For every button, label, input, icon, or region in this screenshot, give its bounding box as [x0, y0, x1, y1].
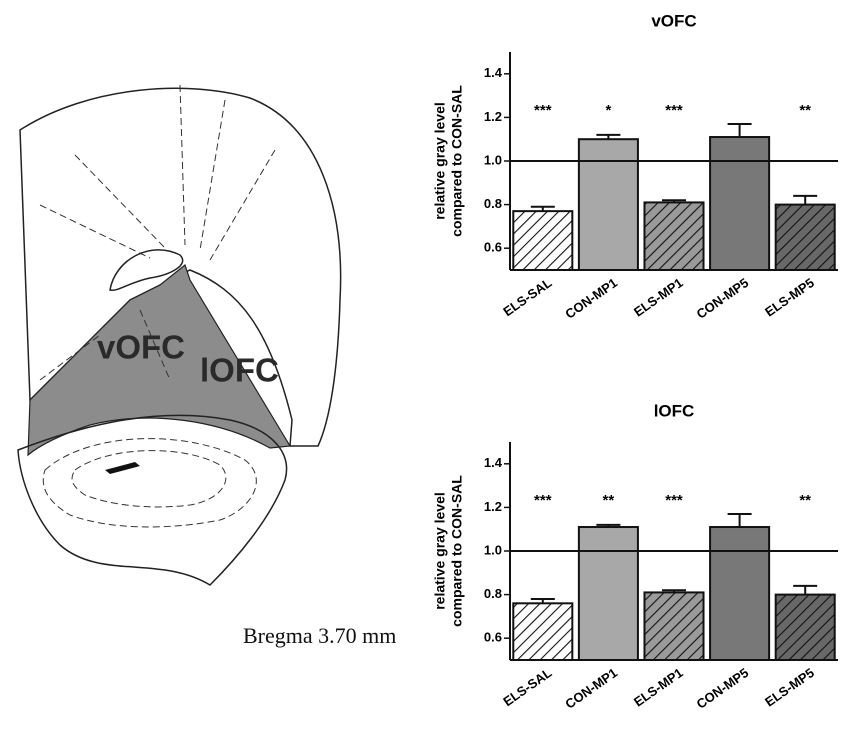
caption: Bregma 3.70 mm: [243, 623, 396, 648]
marker: [105, 462, 140, 474]
x-tick-label: ELS-MP1: [631, 275, 686, 320]
bar: [709, 526, 771, 662]
error-bar: [530, 205, 555, 212]
significance: ***: [665, 492, 683, 509]
bar: [577, 138, 639, 271]
error-bar: [727, 122, 752, 138]
significance: **: [603, 492, 615, 509]
bar: [512, 602, 574, 662]
error-bar: [793, 194, 818, 205]
x-tick-label: ELS-SAL: [500, 665, 554, 709]
x-tick-label: CON-MP1: [562, 665, 620, 712]
y-tick-label: 0.8: [484, 196, 502, 211]
bar: [512, 210, 574, 271]
significance: *: [605, 102, 611, 119]
x-tick-label: ELS-SAL: [500, 275, 554, 319]
brain-diagram: vOFC lOFC Bregma 3.70 mm: [17, 84, 396, 648]
outline: [19, 87, 342, 447]
error-bar: [530, 597, 555, 604]
bar: [577, 526, 639, 662]
y-tick-label: 0.6: [484, 630, 502, 645]
chart-title: lOFC: [654, 401, 695, 420]
ofc-region: [27, 263, 292, 457]
x-tick-label: ELS-MP1: [631, 665, 686, 710]
bar: [774, 203, 836, 272]
x-tick-label: CON-MP5: [694, 275, 752, 322]
y-axis-label: compared to CON-SAL: [449, 475, 465, 627]
error-bar: [662, 199, 686, 203]
y-axis-label: compared to CON-SAL: [449, 85, 465, 237]
bar: [643, 201, 705, 271]
y-tick-label: 1.2: [484, 499, 502, 514]
significance: ***: [534, 102, 552, 119]
y-tick-label: 1.2: [484, 109, 502, 124]
y-axis-label: relative gray level: [432, 102, 448, 220]
x-tick-label: ELS-MP5: [762, 665, 817, 710]
bar: [709, 136, 771, 271]
significance: **: [799, 492, 811, 509]
layer: [42, 438, 257, 528]
x-tick-label: CON-MP1: [562, 275, 620, 322]
region-label: lOFC: [200, 352, 279, 389]
y-tick-label: 1.4: [484, 65, 503, 80]
x-tick-label: CON-MP5: [694, 665, 752, 712]
lower-section: [17, 414, 288, 586]
y-tick-label: 1.0: [484, 542, 502, 557]
boundary: [39, 84, 276, 381]
y-tick-label: 1.4: [484, 455, 503, 470]
y-tick-label: 1.0: [484, 152, 502, 167]
x-tick-label: ELS-MP5: [762, 275, 817, 320]
significance: **: [799, 102, 811, 119]
error-bar: [727, 512, 752, 528]
error-bar: [596, 523, 621, 528]
region-label: vOFC: [97, 329, 185, 366]
significance: ***: [665, 102, 683, 119]
error-bar: [793, 584, 818, 595]
bar: [643, 591, 705, 661]
y-tick-label: 0.8: [484, 586, 502, 601]
y-axis-label: relative gray level: [432, 492, 448, 610]
error-bar: [662, 589, 686, 593]
significance: ***: [534, 492, 552, 509]
y-tick-label: 0.6: [484, 240, 502, 255]
ventricle: [109, 249, 184, 291]
chart-title: vOFC: [651, 11, 696, 30]
bar: [774, 593, 836, 661]
error-bar: [596, 133, 621, 140]
